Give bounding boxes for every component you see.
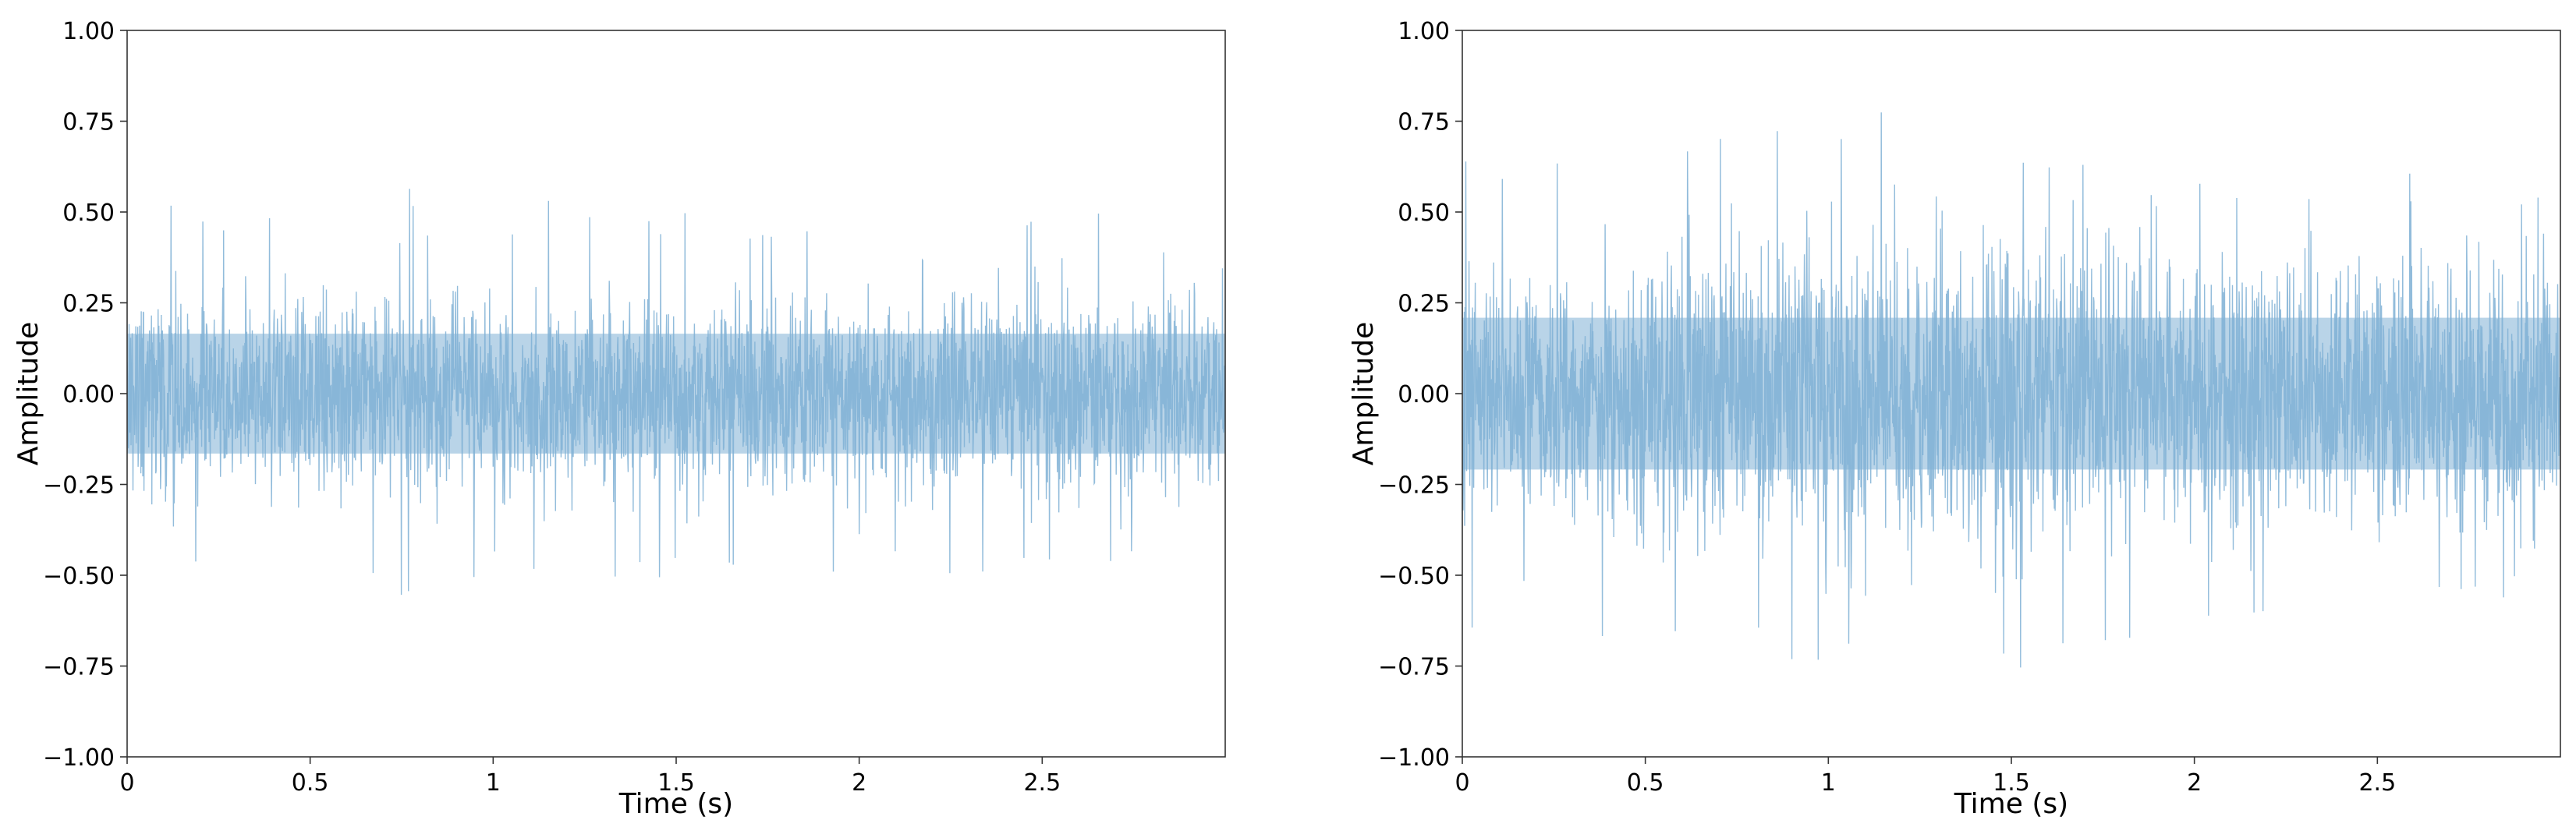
x-tick-label: 0.5: [1627, 769, 1664, 797]
x-tick-label: 2.5: [2358, 769, 2396, 797]
y-tick-label: 1.00: [1398, 18, 1450, 45]
y-tick-label: 0.25: [62, 291, 115, 318]
x-tick-label: 1: [1821, 769, 1836, 797]
y-axis-label: Amplitude: [12, 322, 44, 465]
x-tick-label: 2: [852, 769, 866, 797]
x-tick-label: 0.5: [292, 769, 329, 797]
x-axis-label: Time (s): [618, 788, 733, 820]
y-tick-label: −0.25: [1378, 472, 1450, 500]
subplot-2: −1.00−0.75−0.50−0.250.000.250.500.751.00…: [1348, 18, 2561, 820]
y-tick-label: 0.50: [62, 200, 115, 227]
y-tick-label: −0.25: [43, 472, 115, 500]
x-tick-label: 1: [486, 769, 501, 797]
y-tick-label: −0.50: [43, 563, 115, 590]
y-tick-label: −0.50: [1378, 563, 1450, 590]
subplot-1: −1.00−0.75−0.50−0.250.000.250.500.751.00…: [12, 18, 1226, 820]
y-tick-label: 0.50: [1398, 200, 1450, 227]
y-tick-label: 0.00: [1398, 381, 1450, 408]
y-tick-label: −0.75: [1378, 654, 1450, 681]
y-tick-label: 0.75: [62, 109, 115, 136]
y-axis-label: Amplitude: [1348, 322, 1380, 465]
y-tick-label: 0.00: [62, 381, 115, 408]
x-axis-label: Time (s): [1954, 788, 2068, 820]
x-tick-label: 0: [119, 769, 134, 797]
waveform-core-band: [127, 334, 1225, 454]
y-tick-label: −1.00: [43, 744, 115, 772]
y-tick-label: −1.00: [1378, 744, 1450, 772]
y-tick-label: −0.75: [43, 654, 115, 681]
x-tick-label: 2.5: [1023, 769, 1061, 797]
x-tick-label: 1.5: [657, 769, 695, 797]
y-tick-label: 0.75: [1398, 109, 1450, 136]
waveform-core-band: [1462, 317, 2560, 470]
y-tick-label: 0.25: [1398, 291, 1450, 318]
x-tick-label: 2: [2187, 769, 2202, 797]
x-tick-label: 0: [1455, 769, 1469, 797]
x-tick-label: 1.5: [1993, 769, 2030, 797]
y-tick-label: 1.00: [62, 18, 115, 45]
